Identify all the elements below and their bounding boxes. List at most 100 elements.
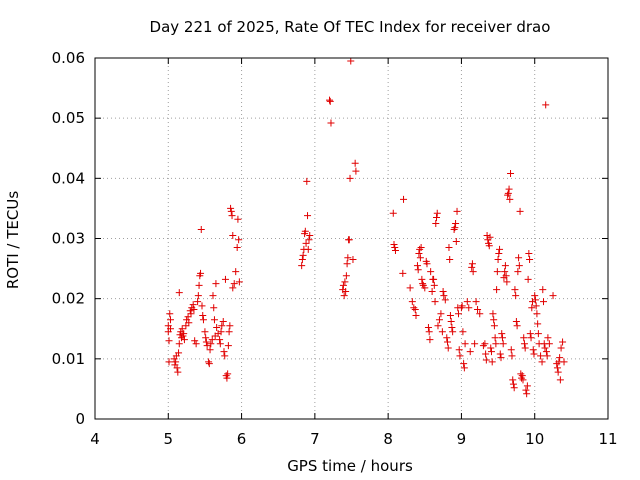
- data-point: [192, 340, 200, 348]
- data-point: [197, 269, 205, 277]
- data-point: [306, 231, 314, 239]
- data-point: [209, 292, 217, 300]
- data-point: [544, 334, 552, 342]
- data-point: [486, 233, 494, 241]
- data-point: [432, 219, 440, 227]
- data-point: [410, 304, 418, 312]
- data-point: [427, 268, 435, 276]
- data-point: [501, 268, 509, 276]
- data-point: [516, 207, 524, 215]
- data-point: [186, 307, 194, 315]
- data-point: [326, 97, 334, 105]
- data-point: [538, 358, 546, 366]
- data-point: [202, 334, 210, 342]
- data-point: [466, 348, 474, 356]
- data-point: [493, 286, 501, 294]
- data-point: [450, 225, 458, 233]
- data-point: [305, 236, 313, 244]
- data-point: [468, 260, 476, 268]
- data-point: [497, 354, 505, 362]
- data-point: [508, 352, 516, 360]
- data-point: [217, 328, 225, 336]
- data-point: [476, 310, 484, 318]
- data-point: [511, 286, 519, 294]
- data-point: [560, 358, 568, 366]
- data-point: [413, 262, 421, 270]
- x-tick-label: 5: [164, 430, 174, 448]
- data-point: [505, 185, 513, 193]
- y-tick-label: 0.02: [52, 290, 85, 308]
- data-point: [172, 358, 180, 366]
- data-point: [197, 225, 205, 233]
- data-point: [406, 284, 414, 292]
- data-point: [455, 346, 463, 354]
- data-point: [220, 348, 228, 356]
- data-point: [428, 287, 436, 295]
- data-point: [531, 292, 539, 300]
- data-point: [517, 370, 525, 378]
- data-point: [166, 325, 174, 333]
- data-point: [463, 298, 471, 306]
- data-point: [451, 224, 459, 232]
- data-point: [453, 207, 461, 215]
- data-point: [411, 305, 419, 313]
- data-point: [556, 376, 564, 384]
- data-point: [501, 262, 509, 270]
- data-point: [301, 227, 309, 235]
- data-point: [339, 286, 347, 294]
- data-point: [529, 298, 537, 306]
- data-point: [469, 268, 477, 276]
- data-point: [187, 310, 195, 318]
- data-point: [542, 101, 550, 109]
- data-point: [175, 289, 183, 297]
- data-point: [216, 340, 224, 348]
- data-point: [446, 312, 454, 320]
- data-point: [430, 275, 438, 283]
- data-point: [472, 298, 480, 306]
- data-point: [503, 278, 511, 286]
- data-point: [191, 337, 199, 345]
- data-point: [537, 352, 545, 360]
- data-point: [430, 281, 438, 289]
- y-tick-label: 0.05: [52, 109, 85, 127]
- data-point: [339, 281, 347, 289]
- data-point: [304, 245, 312, 253]
- data-point: [457, 304, 465, 312]
- data-point: [327, 119, 335, 127]
- data-point: [553, 364, 561, 372]
- data-point: [175, 340, 183, 348]
- x-tick-label: 4: [90, 430, 100, 448]
- data-point: [435, 316, 443, 324]
- data-point: [533, 310, 541, 318]
- data-point: [446, 256, 454, 264]
- data-point: [487, 348, 495, 356]
- data-point: [449, 328, 457, 336]
- data-point: [454, 310, 462, 318]
- data-point: [416, 254, 424, 262]
- data-point: [531, 296, 539, 304]
- data-point: [229, 231, 237, 239]
- data-point: [423, 260, 431, 268]
- data-point: [447, 318, 455, 326]
- data-point: [438, 328, 446, 336]
- data-point: [491, 334, 499, 342]
- data-point: [515, 262, 523, 270]
- data-point: [524, 275, 532, 283]
- data-point: [342, 287, 350, 295]
- data-point: [299, 251, 307, 259]
- data-point: [343, 260, 351, 268]
- data-point: [519, 376, 527, 384]
- data-point: [194, 298, 202, 306]
- data-point: [513, 322, 521, 330]
- data-point: [526, 330, 534, 338]
- data-point: [482, 350, 490, 358]
- data-point: [482, 356, 490, 364]
- x-tick-label: 8: [383, 430, 393, 448]
- data-point: [417, 244, 425, 252]
- data-point: [499, 340, 507, 348]
- data-point: [510, 384, 518, 392]
- data-point: [498, 330, 506, 338]
- data-point: [303, 177, 311, 185]
- data-point: [233, 244, 241, 252]
- data-point: [433, 209, 441, 217]
